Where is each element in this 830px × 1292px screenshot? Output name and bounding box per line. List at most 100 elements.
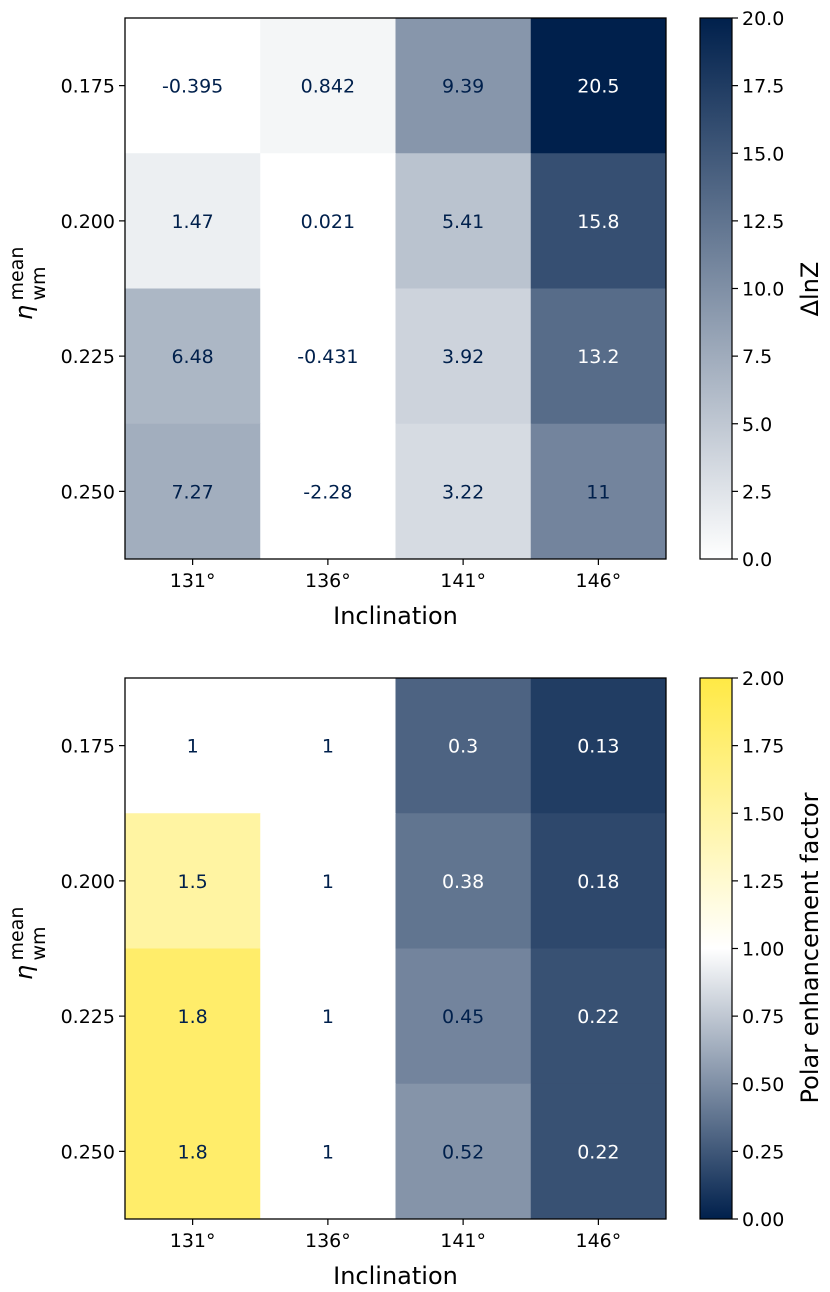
cell-value-label: 0.18 <box>577 871 619 893</box>
heatmap-cell <box>125 423 261 560</box>
cell-value-label: 0.45 <box>442 1006 484 1028</box>
cell-value-label: -0.431 <box>297 346 358 368</box>
cell-value-label: 3.92 <box>442 346 484 368</box>
x-tick-label: 146° <box>575 570 621 592</box>
heatmap-cell <box>125 288 261 425</box>
y-tick-label: 0.225 <box>61 346 115 368</box>
cell-value-label: 0.021 <box>301 211 355 233</box>
heatmap-cell <box>260 678 396 814</box>
cell-value-label: 1.8 <box>178 1006 208 1028</box>
cell-value-label: 0.22 <box>577 1006 619 1028</box>
cell-value-label: 5.41 <box>442 211 484 233</box>
heatmap-cell <box>530 153 667 289</box>
colorbar-tick-label: 7.5 <box>742 346 772 368</box>
heatmap-cell <box>395 153 532 289</box>
y-tick-label: 0.225 <box>61 1006 115 1028</box>
cell-value-label: 9.39 <box>442 76 484 98</box>
y-axis-title-subscript: wm <box>28 926 50 960</box>
heatmap-cell <box>260 423 396 560</box>
cell-value-label: 1 <box>322 1006 334 1028</box>
x-tick-label: 131° <box>170 570 216 592</box>
heatmap-cell <box>125 153 261 289</box>
y-tick-label: 0.200 <box>61 211 115 233</box>
heatmap-cell <box>125 813 261 949</box>
heatmap-cell <box>530 288 667 425</box>
x-tick-label: 136° <box>305 570 351 592</box>
cell-value-label: 1.8 <box>178 1141 208 1163</box>
cell-value-label: 13.2 <box>577 346 619 368</box>
y-axis-title: η mean wm <box>6 247 50 321</box>
x-tick-label: 141° <box>440 570 486 592</box>
cell-value-label: 0.13 <box>577 736 619 758</box>
heatmap-cell <box>530 678 667 814</box>
x-tick-label: 136° <box>305 1230 351 1252</box>
heatmap-cell <box>530 813 667 949</box>
colorbar-label: Polar enhancement factor <box>796 792 824 1103</box>
colorbar-tick-label: 0.75 <box>742 1006 784 1028</box>
colorbar-tick-label: 15.0 <box>742 143 784 165</box>
heatmap-cell <box>530 18 667 154</box>
cell-value-label: 7.27 <box>171 481 213 503</box>
x-tick-label: 131° <box>170 1230 216 1252</box>
y-tick-label: 0.250 <box>61 1141 115 1163</box>
cell-value-label: 6.48 <box>171 346 213 368</box>
y-tick-label: 0.175 <box>61 736 115 758</box>
heatmap-cell <box>260 288 396 425</box>
x-axis-title: Inclination <box>333 1262 458 1290</box>
colorbar-tick-label: 1.75 <box>742 736 784 758</box>
colorbar-tick-label: 2.5 <box>742 481 772 503</box>
heatmap-cell <box>260 18 396 154</box>
heatmap-cell <box>125 948 261 1085</box>
colorbar-tick-label: 1.25 <box>742 871 784 893</box>
y-axis-title-superscript: mean <box>6 907 28 961</box>
cell-value-label: 1 <box>322 1141 334 1163</box>
cell-value-label: 3.22 <box>442 481 484 503</box>
polar-enhancement-heatmap: 1 1 0.3 0.13 1.5 1 0.38 0.18 1.8 1 0.45 0.22 1.8 1 0.5… <box>6 668 824 1290</box>
y-tick-label: 0.200 <box>61 871 115 893</box>
cell-value-label: 1 <box>187 736 199 758</box>
colorbar-tick-label: 12.5 <box>742 211 784 233</box>
colorbar-label: ΔlnZ <box>796 262 824 317</box>
heatmap-cell <box>395 288 532 425</box>
cell-value-label: -0.395 <box>162 76 223 98</box>
colorbar-tick-label: 0.25 <box>742 1141 784 1163</box>
x-axis-title: Inclination <box>333 602 458 630</box>
cell-value-label: 15.8 <box>577 211 619 233</box>
y-axis-title-symbol: η <box>10 305 38 320</box>
colorbar-tick-label: 1.00 <box>742 939 784 961</box>
cell-value-label: 0.842 <box>301 76 355 98</box>
cell-value-label: 1 <box>322 736 334 758</box>
cell-value-label: 0.52 <box>442 1141 484 1163</box>
colorbar-tick-label: 0.0 <box>742 549 772 571</box>
colorbar-tick-label: 17.5 <box>742 76 784 98</box>
cell-value-label: 0.38 <box>442 871 484 893</box>
delta-lnz-heatmap: -0.395 0.842 9.39 20.5 1.47 0.021 5.41 15.8 6.48… <box>6 8 824 630</box>
heatmap-cell <box>260 948 396 1085</box>
heatmap-cell <box>260 813 396 949</box>
cell-value-label: 0.3 <box>448 736 478 758</box>
y-tick-label: 0.175 <box>61 76 115 98</box>
heatmap-cell <box>530 423 667 560</box>
colorbar-tick-label: 0.00 <box>742 1209 784 1231</box>
colorbar-tick-label: 5.0 <box>742 414 772 436</box>
heatmap-cell <box>395 948 532 1085</box>
y-axis-title-superscript: mean <box>6 247 28 301</box>
heatmap-cell <box>260 1083 396 1220</box>
y-axis-title-subscript: wm <box>28 266 50 300</box>
heatmap-cell <box>125 1083 261 1220</box>
heatmap-cell <box>260 153 396 289</box>
x-tick-label: 141° <box>440 1230 486 1252</box>
axes-frame <box>124 677 667 1220</box>
y-tick-label: 0.250 <box>61 481 115 503</box>
cell-value-label: 1 <box>322 871 334 893</box>
heatmap-cell <box>125 678 261 814</box>
heatmap-cell <box>395 423 532 560</box>
heatmap-cell <box>125 18 261 154</box>
colorbar-tick-label: 20.0 <box>742 8 784 30</box>
cell-value-label: 0.22 <box>577 1141 619 1163</box>
colorbar-tick-label: 10.0 <box>742 279 784 301</box>
colorbar-tick-label: 2.00 <box>742 668 784 690</box>
colorbar <box>699 677 733 1220</box>
heatmap-cell <box>530 948 667 1085</box>
cell-value-label: 1.47 <box>171 211 213 233</box>
